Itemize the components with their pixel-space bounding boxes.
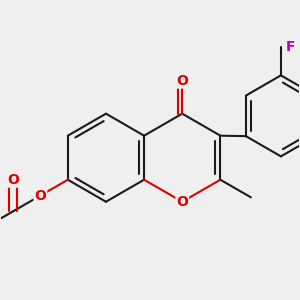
Text: O: O (34, 189, 46, 202)
Text: O: O (7, 173, 19, 187)
Text: O: O (176, 74, 188, 88)
Text: O: O (176, 195, 188, 209)
Text: F: F (285, 40, 295, 54)
